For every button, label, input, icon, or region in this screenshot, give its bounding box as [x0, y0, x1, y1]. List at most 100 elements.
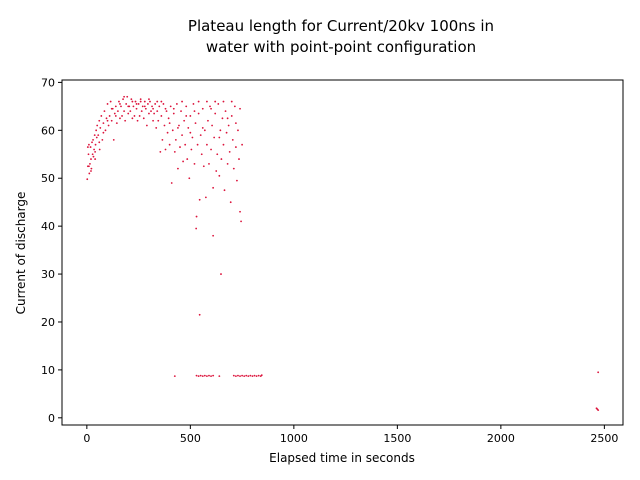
data-point: [199, 134, 202, 137]
data-point: [192, 103, 195, 105]
data-point: [191, 136, 194, 139]
x-tick-label: 2500: [590, 432, 618, 445]
x-tick-label: 500: [180, 432, 201, 445]
data-point: [86, 146, 89, 148]
data-point: [93, 148, 95, 151]
data-point: [151, 105, 153, 108]
data-point: [135, 107, 138, 110]
data-point: [194, 122, 197, 125]
data-point: [168, 122, 171, 125]
y-axis-label: Current of discharge: [14, 192, 28, 315]
data-point: [597, 371, 600, 374]
data-point: [87, 153, 90, 156]
data-points: [86, 95, 600, 412]
data-point: [163, 124, 166, 127]
data-point: [597, 409, 600, 412]
x-axis-label: Elapsed time in seconds: [269, 451, 415, 465]
data-point: [103, 110, 106, 113]
data-point: [239, 107, 241, 110]
data-point: [196, 143, 199, 146]
data-point: [179, 146, 181, 148]
data-point: [215, 170, 218, 172]
data-point: [240, 220, 242, 223]
data-point: [95, 129, 98, 132]
data-point: [120, 105, 122, 108]
data-point: [211, 124, 213, 127]
data-point: [135, 103, 138, 105]
data-point: [212, 186, 215, 189]
data-point: [183, 119, 186, 122]
data-point: [200, 153, 203, 156]
data-point: [245, 374, 248, 377]
data-point: [210, 107, 212, 110]
data-point: [190, 148, 193, 151]
data-point: [88, 143, 90, 146]
axis-ticks: 0 500 1000 1500 2000 2500 0 10 20 30 40 50 60 70: [41, 76, 618, 445]
data-point: [153, 112, 156, 115]
data-point: [148, 112, 150, 115]
data-point: [232, 167, 235, 170]
data-point: [228, 150, 231, 153]
data-point: [170, 182, 173, 184]
data-point: [175, 103, 178, 105]
x-tick-label: 1000: [280, 432, 308, 445]
data-point: [139, 98, 142, 101]
data-point: [210, 148, 212, 151]
data-point: [203, 129, 206, 132]
data-point: [92, 155, 95, 158]
data-point: [197, 375, 200, 378]
chart-title-line-1: Plateau length for Current/20kv 100ns in: [188, 17, 494, 35]
data-point: [156, 100, 159, 103]
data-point: [189, 115, 192, 117]
data-point: [213, 136, 216, 139]
data-point: [162, 103, 165, 105]
data-point: [88, 172, 91, 175]
data-point: [161, 138, 164, 141]
y-tick-label: 30: [41, 268, 55, 281]
data-point: [222, 143, 225, 146]
data-point: [98, 148, 101, 151]
data-point: [168, 143, 171, 146]
data-point: [224, 110, 227, 113]
data-point: [195, 374, 198, 377]
data-point: [172, 112, 175, 115]
data-point: [189, 131, 192, 134]
data-point: [107, 124, 110, 127]
data-point: [115, 122, 118, 125]
data-point: [206, 143, 208, 146]
data-point: [136, 119, 139, 122]
data-point: [90, 158, 92, 160]
data-point: [236, 179, 238, 182]
data-point: [193, 162, 196, 165]
chart-title: Plateau length for Current/20kv 100ns in…: [188, 17, 494, 56]
data-point: [164, 148, 167, 151]
data-point: [255, 375, 258, 378]
data-point: [142, 117, 145, 120]
data-point: [138, 115, 141, 117]
data-point: [251, 375, 254, 378]
data-point: [260, 374, 263, 377]
y-tick-label: 40: [41, 220, 55, 233]
data-point: [155, 127, 158, 129]
data-point: [90, 167, 93, 170]
y-tick-label: 0: [48, 412, 55, 425]
chart-title-line-2: water with point-point configuration: [206, 38, 476, 56]
data-point: [93, 134, 96, 137]
data-point: [198, 198, 201, 201]
data-point: [226, 117, 229, 120]
data-point: [148, 98, 150, 101]
data-point: [241, 143, 243, 146]
data-point: [137, 103, 140, 105]
data-point: [119, 117, 121, 120]
data-point: [139, 100, 142, 103]
data-point: [202, 165, 205, 168]
data-point: [94, 150, 97, 153]
data-point: [147, 103, 149, 105]
data-point: [126, 95, 129, 98]
x-tick-label: 0: [83, 432, 90, 445]
data-point: [197, 100, 200, 103]
y-tick-label: 10: [41, 364, 55, 377]
data-point: [174, 138, 177, 141]
data-point: [124, 119, 127, 122]
